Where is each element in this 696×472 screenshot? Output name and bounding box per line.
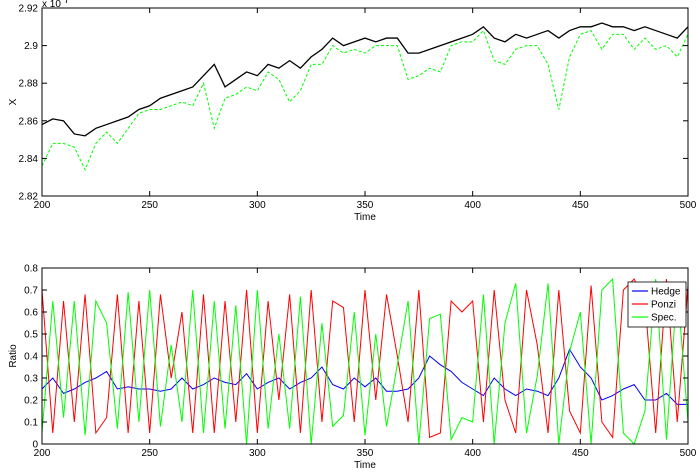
legend: Hedge Ponzi Spec. (627, 281, 687, 328)
series-line (41, 277, 689, 445)
x-axis-label: Time (354, 212, 376, 223)
x-tick-label: 400 (464, 448, 481, 459)
legend-label: Spec. (651, 313, 677, 324)
y-tick-label: 0.3 (24, 374, 38, 385)
plot-area (42, 268, 688, 444)
y-tick-label: 0 (32, 440, 38, 451)
x-tick-label: 300 (249, 448, 266, 459)
axes: 200 250 300 350 400 450 500 2.82 2.84 2.86 2.88 2.9… (8, 0, 696, 223)
x-tick-label: 500 (680, 200, 696, 211)
series-line (41, 22, 689, 137)
y-tick-label: 0.1 (24, 418, 38, 429)
y-tick-label: 2.88 (19, 79, 39, 90)
axes: 200 250 300 350 400 450 500 0 0.1 0.2 0.3 0.4 0.5 0.6… (8, 264, 696, 472)
y-tick-label: 2.92 (19, 4, 39, 15)
x-tick-label: 250 (141, 448, 158, 459)
y-tick-label: 0.4 (24, 352, 38, 363)
x-tick-label: 200 (34, 200, 51, 211)
y-tick-label: 2.82 (19, 192, 39, 203)
x-tick-label: 350 (357, 448, 374, 459)
y-tick-label: 2.84 (19, 154, 39, 165)
x-tick-label: 300 (249, 200, 266, 211)
series-line (41, 29, 689, 171)
y-tick-label: 0.8 (24, 264, 38, 275)
x-tick-label: 250 (141, 200, 158, 211)
series-line (41, 278, 689, 439)
y-tick-label: 0.7 (24, 286, 38, 297)
x-tick-label: 350 (357, 200, 374, 211)
series-line (41, 348, 688, 405)
axis-multiplier: x 10 (42, 0, 61, 10)
x-tick-label: 400 (464, 200, 481, 211)
x-tick-label: 450 (572, 448, 589, 459)
axis-multiplier-exponent: 7 (64, 0, 70, 6)
y-axis-label: X (8, 98, 19, 105)
x-tick-label: 500 (680, 448, 696, 459)
y-tick-label: 0.2 (24, 396, 38, 407)
y-tick-label: 2.9 (24, 41, 38, 52)
y-tick-label: 2.86 (19, 116, 39, 127)
x-tick-label: 450 (572, 200, 589, 211)
x-axis-label: Time (354, 460, 376, 471)
y-tick-label: 0.6 (24, 308, 38, 319)
legend-label: Ponzi (651, 300, 676, 311)
y-axis-label: Ratio (8, 344, 19, 368)
y-tick-label: 0.5 (24, 330, 38, 341)
plot-area (42, 8, 688, 196)
x-tick-label: 200 (34, 448, 51, 459)
legend-label: Hedge (651, 287, 681, 298)
